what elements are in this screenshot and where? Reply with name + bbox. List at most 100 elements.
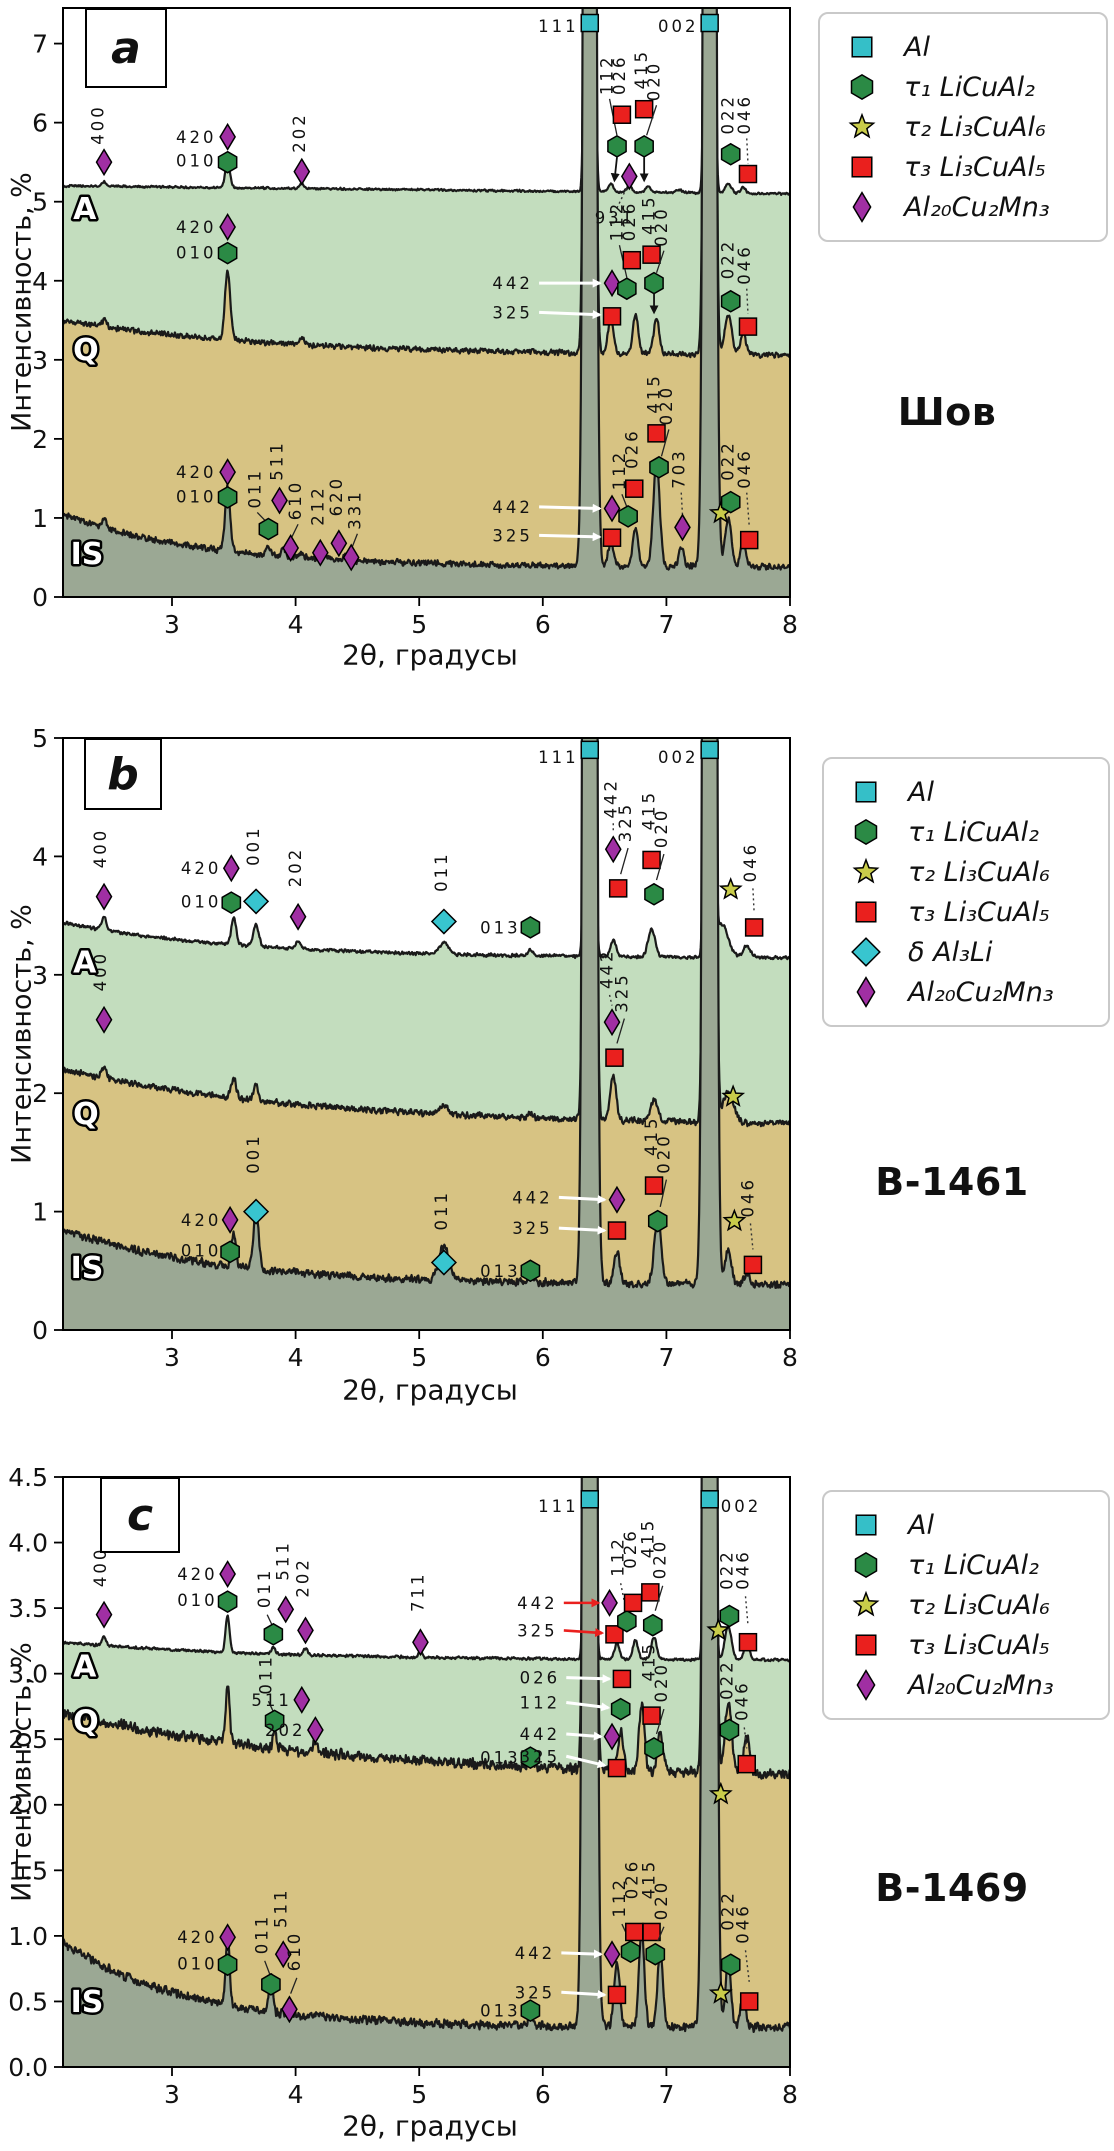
sqr-marker-icon (641, 1583, 660, 1602)
legend-marker-t2-icon (848, 112, 876, 139)
hex-marker-icon (850, 74, 874, 100)
curve-is-line (63, 1477, 790, 2033)
legend-marker-t1-icon (854, 1552, 878, 1578)
dip-marker-icon (281, 1995, 298, 2024)
y-tick-label: 6 (32, 109, 48, 138)
peak-label: 020 (652, 1662, 671, 1703)
legend-label-almn: Al₂₀Cu₂Mn₃ (904, 191, 1050, 223)
peak-label: 046 (734, 1903, 753, 1944)
hex-marker-icon (720, 490, 741, 514)
hex-marker-icon (719, 1718, 740, 1742)
peak-label: 002 (658, 748, 699, 767)
dip-marker-icon (95, 882, 113, 911)
panel-b-y-axis-title: Интенсивность, % (6, 904, 38, 1164)
sqr-marker-icon (644, 1176, 664, 1195)
peak-label: 010 (176, 152, 217, 171)
curve-label-is: IS (71, 1251, 104, 1286)
peak-label: 420 (176, 218, 217, 237)
hex-marker-icon (647, 1209, 668, 1233)
y-tick-label: 5 (32, 188, 48, 217)
sqc-marker-icon (855, 781, 877, 803)
panel-b-letter: b (107, 748, 139, 800)
sqr-marker-icon (642, 245, 661, 264)
legend-item-almn: Al₂₀Cu₂Mn₃ (844, 187, 1096, 227)
peak-label: 442 (492, 498, 533, 517)
star-marker-icon (721, 1084, 746, 1107)
peak-label: 415 (640, 1641, 659, 1682)
sqr-marker-icon (743, 1255, 763, 1275)
hex-marker-icon (720, 1953, 741, 1977)
peak-label: 112 (609, 1536, 628, 1577)
sqr-marker-icon (855, 1634, 877, 1656)
peak-label: 026 (610, 55, 629, 96)
curve-q-line (63, 8, 790, 359)
peak-label: 011 (432, 1190, 451, 1231)
sqr-marker-icon (739, 530, 759, 550)
peak-label: 415 (632, 49, 651, 90)
legend-label-almn: Al₂₀Cu₂Mn₃ (908, 976, 1054, 1008)
dip-marker-icon (601, 1588, 618, 1617)
annotation-connector (561, 1989, 607, 1999)
x-tick-label: 7 (658, 2080, 674, 2109)
peak-label: 442 (492, 274, 533, 293)
legend-marker-t1-icon (854, 819, 878, 845)
legend-marker-almn-icon (856, 1669, 876, 1701)
star-marker-icon (708, 1981, 733, 2004)
sqr-marker-icon (605, 1625, 624, 1644)
peak-label: 415 (640, 790, 659, 831)
peak-label: 010 (181, 1242, 222, 1261)
sqr-marker-icon (608, 879, 628, 898)
hex-marker-icon (217, 486, 238, 509)
panel-a-sample-label: Шов (897, 390, 997, 434)
peak-label: 046 (734, 1549, 753, 1590)
legend-label-t1: τ₁ LiCuAl₂ (904, 71, 1035, 103)
peak-label: 026 (620, 201, 639, 242)
peak-label: 420 (176, 128, 217, 147)
hex-marker-icon (642, 1613, 663, 1637)
y-tick-label: 0 (32, 583, 48, 612)
peak-label: 001 (244, 1133, 263, 1174)
curve-a-line (63, 738, 790, 961)
sqc-marker-icon (580, 740, 600, 760)
dip-marker-icon (219, 1923, 236, 1952)
peak-label: 011 (432, 851, 451, 892)
dic-marker-icon (242, 888, 270, 915)
peak-label: 011 (245, 468, 264, 509)
peak-label: 022 (719, 239, 738, 280)
x-tick-label: 3 (164, 610, 180, 639)
curve-label-q: Q (73, 1097, 99, 1132)
sqr-marker-icon (647, 424, 666, 443)
dip-marker-icon (603, 1940, 621, 1969)
sqr-marker-icon (607, 1221, 627, 1240)
sqc-marker-icon (700, 740, 719, 760)
annotation-connector (655, 250, 665, 274)
legend-item-al: Al (848, 772, 1098, 812)
panel-a-legend: Al τ₁ LiCuAl₂ τ₂ Li₃CuAl₆ τ₃ Li₃CuAl₅ Al₂₀Cu… (818, 12, 1108, 242)
sqc-marker-icon (580, 1490, 600, 1509)
annotation-connector (659, 1179, 668, 1208)
curve-label-a: A (73, 945, 97, 980)
hex-marker-icon (854, 819, 878, 845)
annotation-connector (746, 288, 749, 314)
annotation-connector (566, 1731, 603, 1741)
hex-marker-icon (617, 1609, 637, 1633)
peak-label: 420 (181, 1211, 222, 1230)
peak-label: 022 (719, 94, 738, 135)
peak-label: 013 (480, 1262, 521, 1281)
curve-q-fill (63, 1477, 790, 2067)
hex-marker-icon (719, 1604, 740, 1628)
legend-label-t3: τ₃ Li₃CuAl₅ (904, 151, 1046, 183)
peak-label: 711 (409, 1572, 428, 1613)
plot-border (62, 737, 791, 1331)
peak-label: 001 (244, 825, 263, 866)
sqr-marker-icon (634, 99, 654, 119)
curve-a-line (63, 1477, 790, 1663)
peak-label: 022 (719, 1890, 738, 1931)
legend-item-t2: τ₂ Li₃CuAl₆ (848, 1585, 1098, 1625)
panel-b-plot: 3 4 5 6 7 8 0 1 2 3 4 5 400 420 010 001 202 011 013 111 002 4… (32, 724, 798, 1372)
hex-marker-icon (854, 1552, 878, 1578)
legend-label-t1: τ₁ LiCuAl₂ (908, 1549, 1039, 1581)
annotation-connector (566, 1674, 612, 1684)
peak-label: 420 (177, 1928, 218, 1947)
peak-label: 325 (512, 1219, 553, 1238)
